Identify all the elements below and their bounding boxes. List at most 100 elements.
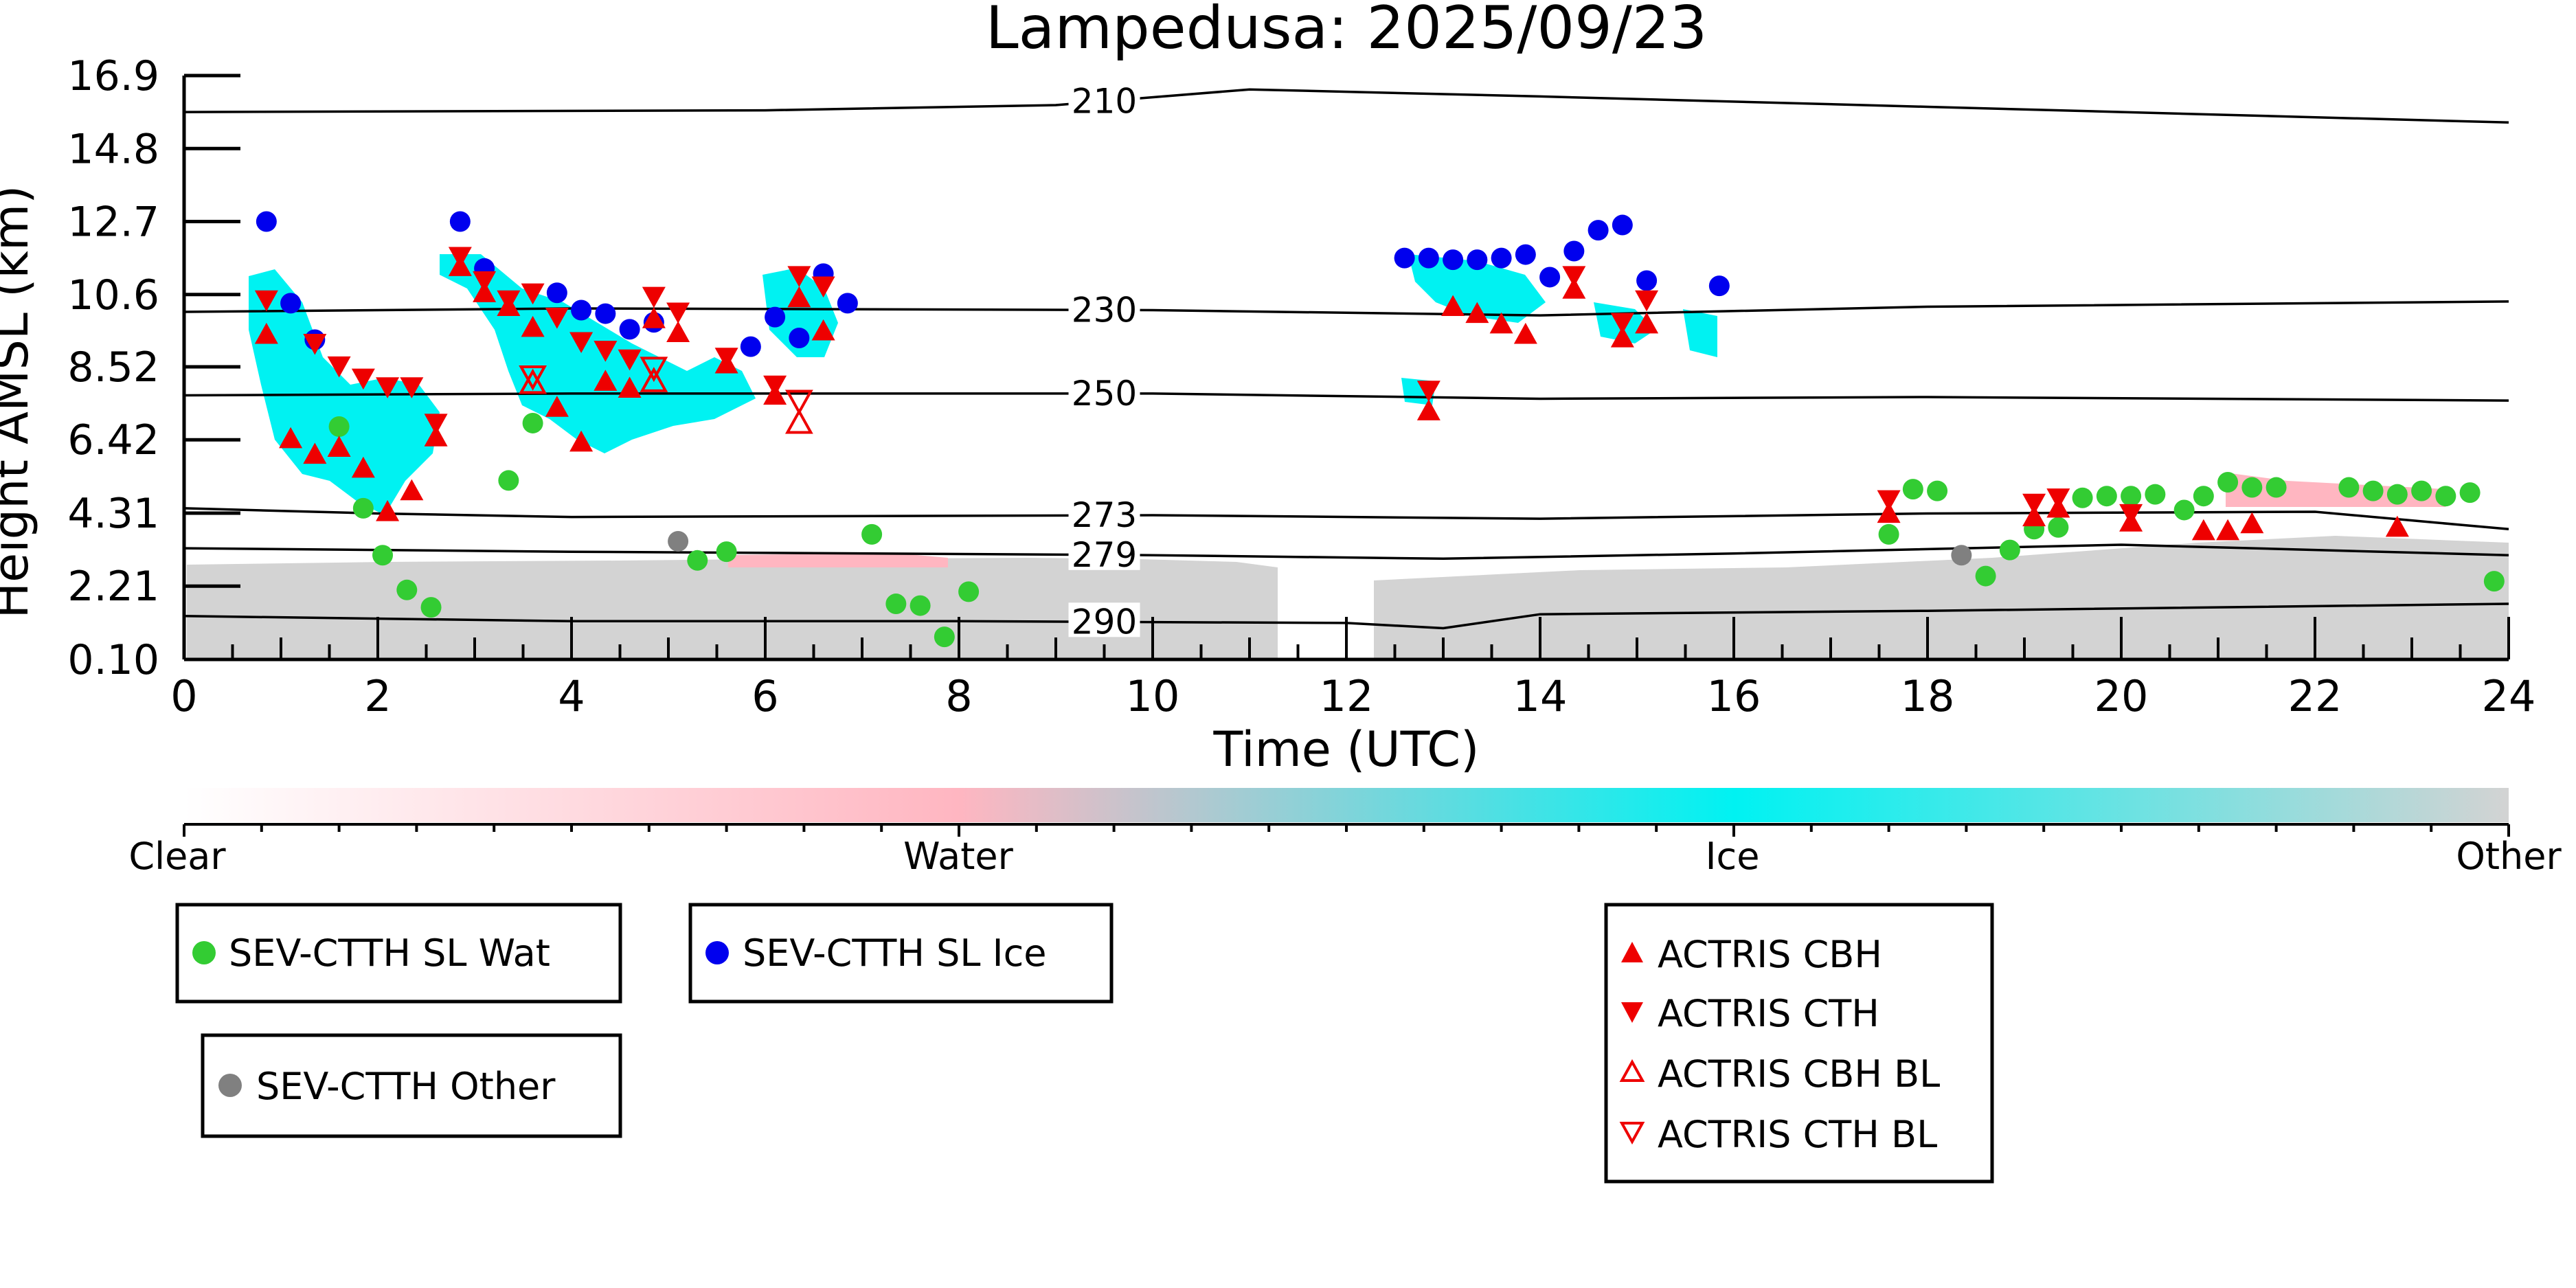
actris-cbh-point [1441, 295, 1465, 317]
ice-cloud-mask-b [440, 254, 756, 453]
isotherm-250 [183, 392, 2509, 402]
actris-cth-point [2119, 504, 2143, 526]
actris-cbh-point [618, 376, 642, 398]
isotherm-label-bg [1068, 496, 1140, 531]
actris-cth-point [763, 375, 787, 397]
actris-cth-point [400, 377, 424, 398]
sev-ice-point [1491, 247, 1512, 269]
legend-sev-other-text: SEV-CTTH Other [256, 1065, 556, 1108]
sev-wat-point [958, 581, 980, 602]
isotherm-label-bg [1068, 535, 1140, 570]
isotherm-label: 210 [1072, 81, 1137, 121]
actris-cbh-point [521, 315, 545, 337]
actris-cbh-point [2022, 505, 2046, 527]
legend-sev-wat-marker [192, 941, 216, 964]
actris-cbh-point [303, 442, 327, 464]
legend-actris-cth-bl-text: ACTRIS CTH BL [1658, 1113, 1937, 1156]
actris-cbh-point [569, 430, 594, 452]
y-axis-label: Height AMSL (km) [0, 185, 39, 619]
sev-wat-point [2435, 486, 2456, 507]
actris-cbh-point [1513, 322, 1537, 344]
actris-cth-point [642, 286, 666, 308]
sev-ice-point [1612, 214, 1633, 236]
x-tick-label: 24 [2482, 671, 2536, 721]
sev-other-point [1951, 545, 1972, 566]
actris-cth-point [521, 283, 545, 305]
actris-cbh-bl-point [784, 408, 813, 434]
x-tick-label: 2 [364, 671, 391, 721]
actris-cbh-point [666, 321, 690, 343]
sev-ice-point [280, 293, 302, 314]
sev-wat-point [420, 597, 442, 618]
actris-cth-point [473, 271, 497, 293]
actris-cth-point [787, 266, 811, 287]
actris-cth-point [666, 302, 690, 324]
actris-cth-point [448, 247, 472, 269]
ice-cloud-mask-d [1408, 254, 1546, 323]
x-tick-label: 4 [558, 671, 585, 721]
isotherm-label: 273 [1072, 495, 1137, 535]
sev-ice-point [1563, 240, 1585, 262]
sev-wat-point [687, 550, 708, 571]
sev-ice-point [1539, 267, 1561, 288]
actris-cbh-point [1635, 312, 1659, 334]
sev-wat-point [2121, 486, 2142, 507]
actris-cth-point [424, 414, 448, 435]
actris-cth-point [327, 356, 351, 378]
sev-ice-point [1394, 247, 1415, 269]
sev-wat-point [861, 523, 883, 545]
sev-ice-point [571, 300, 592, 321]
sev-ice-point [740, 336, 761, 357]
sev-wat-point [2338, 477, 2360, 498]
actris-cth-bl-point [640, 357, 668, 383]
isotherm-label-bg [1068, 374, 1140, 409]
sev-ice-point [765, 306, 786, 328]
colorbar-label-other: Other [2456, 835, 2562, 878]
sev-wat-point [2386, 484, 2408, 505]
sev-wat-point [2362, 480, 2384, 501]
other-cloud-mask [187, 558, 1278, 659]
legend-sev-ice-text: SEV-CTTH SL Ice [743, 931, 1047, 975]
sev-wat-point [2459, 482, 2481, 504]
sev-ice-point [837, 293, 858, 314]
sev-wat-point [885, 594, 907, 615]
y-tick-label: 2.21 [67, 563, 159, 611]
y-tick-label: 8.52 [67, 343, 159, 392]
isotherm-label-bg [1068, 291, 1140, 326]
actris-cbh-point [400, 479, 424, 501]
ice-cloud-mask-f [1683, 309, 1717, 357]
x-tick-label: 10 [1126, 671, 1180, 721]
sev-ice-point [1443, 249, 1464, 271]
x-tick-label: 0 [170, 671, 197, 721]
other-cloud-mask-right [1374, 536, 2509, 659]
chart-title: Lampedusa: 2025/09/23 [986, 0, 1707, 63]
sev-ice-point [1467, 249, 1488, 271]
legend-sev-wat-text: SEV-CTTH SL Wat [229, 931, 550, 975]
sev-ice-point [1515, 244, 1536, 265]
y-tick-label: 4.31 [67, 490, 159, 538]
actris-cbh-point [1562, 278, 1586, 299]
sev-wat-point [2173, 499, 2195, 521]
legend-actris-cbh-bl-marker [1619, 1059, 1645, 1082]
y-axis: 0.10 2.21 4.31 6.42 8.52 10.6 12.7 14.8 16.9 [67, 52, 240, 684]
x-axis-label: Time (UTC) [1213, 721, 1480, 778]
sev-wat-point [1975, 565, 1996, 587]
legend-sev-wat: SEV-CTTH SL Wat [175, 903, 622, 1004]
sev-wat-point [2048, 517, 2069, 538]
actris-cth-point [569, 332, 594, 354]
actris-cth-point [618, 349, 642, 371]
legend-sev-ice-marker [705, 941, 729, 964]
isotherm-label: 290 [1072, 602, 1137, 642]
x-tick-label: 6 [752, 671, 778, 721]
y-tick-label: 10.6 [67, 271, 159, 319]
sev-wat-point [498, 470, 519, 491]
actris-cth-point [2046, 488, 2070, 510]
actris-cbh-point [2191, 519, 2215, 541]
sev-wat-point [2145, 484, 2166, 505]
sev-wat-point [2193, 486, 2214, 507]
sev-other-point [668, 530, 689, 552]
sev-wat-point [522, 412, 543, 433]
actris-cth-point [545, 308, 569, 329]
y-tick-label: 16.9 [67, 52, 159, 100]
